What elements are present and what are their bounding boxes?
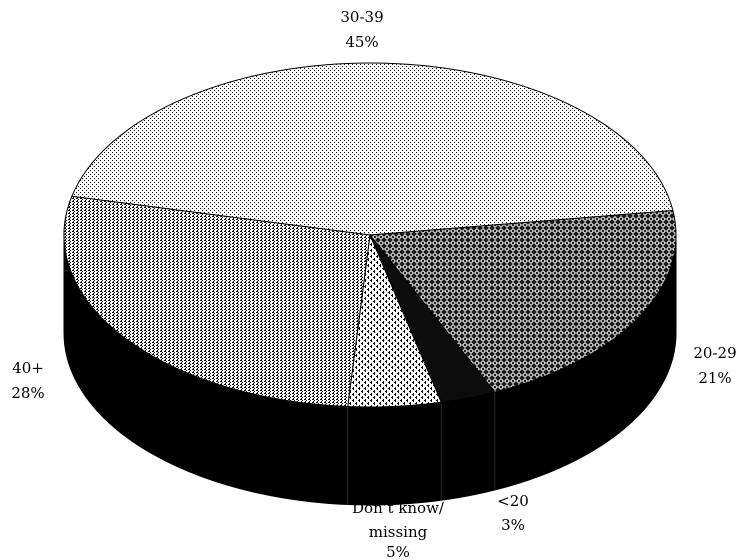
label-30-39-category: 30-39 [340, 8, 383, 26]
slice-20-29 [369, 210, 677, 393]
slice-40-plus [63, 195, 371, 408]
label-40-plus-value: 28% [11, 384, 44, 402]
label-40-plus-category: 40+ [12, 359, 44, 377]
slice-30-39 [71, 62, 674, 236]
label-dont-know-value: 5% [386, 543, 410, 560]
label-30-39-value: 45% [345, 33, 378, 51]
label-under-20-value: 3% [501, 516, 525, 534]
label-30-39: 30-39 45% [340, 8, 383, 51]
label-40-plus: 40+ 28% [11, 359, 44, 402]
label-20-29-value: 21% [698, 369, 731, 387]
label-dont-know-line2: missing [369, 523, 428, 541]
label-dont-know-line1: Don’t know/ [352, 499, 445, 517]
label-under-20-category: <20 [497, 492, 529, 510]
label-20-29: 20-29 21% [693, 344, 736, 387]
label-under-20: <20 3% [497, 492, 529, 534]
label-dont-know: Don’t know/ missing 5% [352, 499, 445, 560]
label-20-29-category: 20-29 [693, 344, 736, 362]
pie-top-layer [63, 62, 677, 408]
